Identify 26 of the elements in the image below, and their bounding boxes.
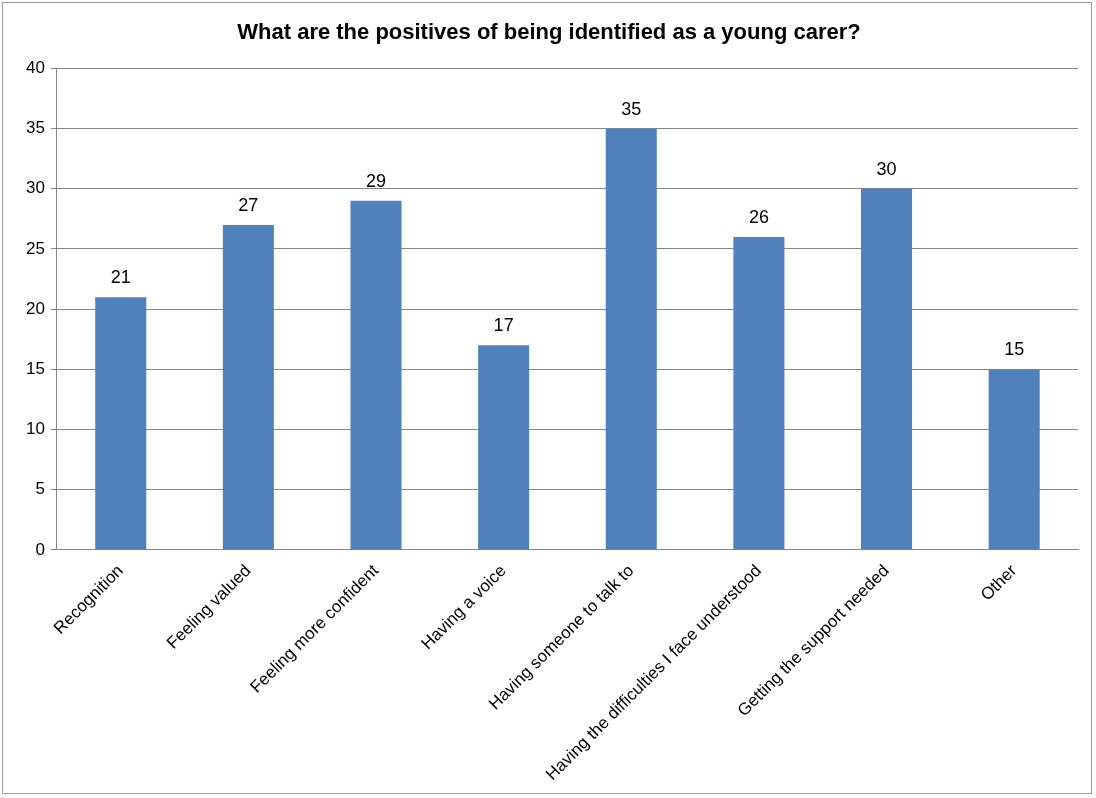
bar — [350, 200, 402, 550]
bar — [478, 345, 530, 550]
data-label: 35 — [621, 98, 642, 119]
y-tick-label: 5 — [35, 479, 45, 499]
y-tick-label: 15 — [25, 359, 45, 379]
data-label: 26 — [748, 206, 769, 227]
data-label: 27 — [238, 194, 259, 215]
data-label: 21 — [110, 267, 131, 288]
data-label: 30 — [876, 158, 897, 179]
y-tick-label: 10 — [25, 419, 45, 439]
bar — [988, 369, 1040, 550]
y-tick-label: 35 — [25, 118, 45, 138]
y-tick-label: 30 — [25, 178, 45, 198]
data-label: 15 — [1004, 339, 1025, 360]
bar — [733, 236, 785, 550]
y-tick-label: 40 — [25, 58, 45, 78]
y-tick-label: 25 — [25, 238, 45, 258]
y-tick-label: 20 — [25, 298, 45, 318]
bar — [95, 297, 147, 550]
bar — [222, 224, 274, 550]
bar — [605, 128, 657, 550]
chart-title: What are the positives of being identified as a young carer? — [237, 19, 861, 45]
y-tick-label: 0 — [35, 539, 45, 559]
data-label: 29 — [365, 170, 387, 191]
data-label: 17 — [493, 315, 514, 336]
bar — [861, 188, 913, 550]
